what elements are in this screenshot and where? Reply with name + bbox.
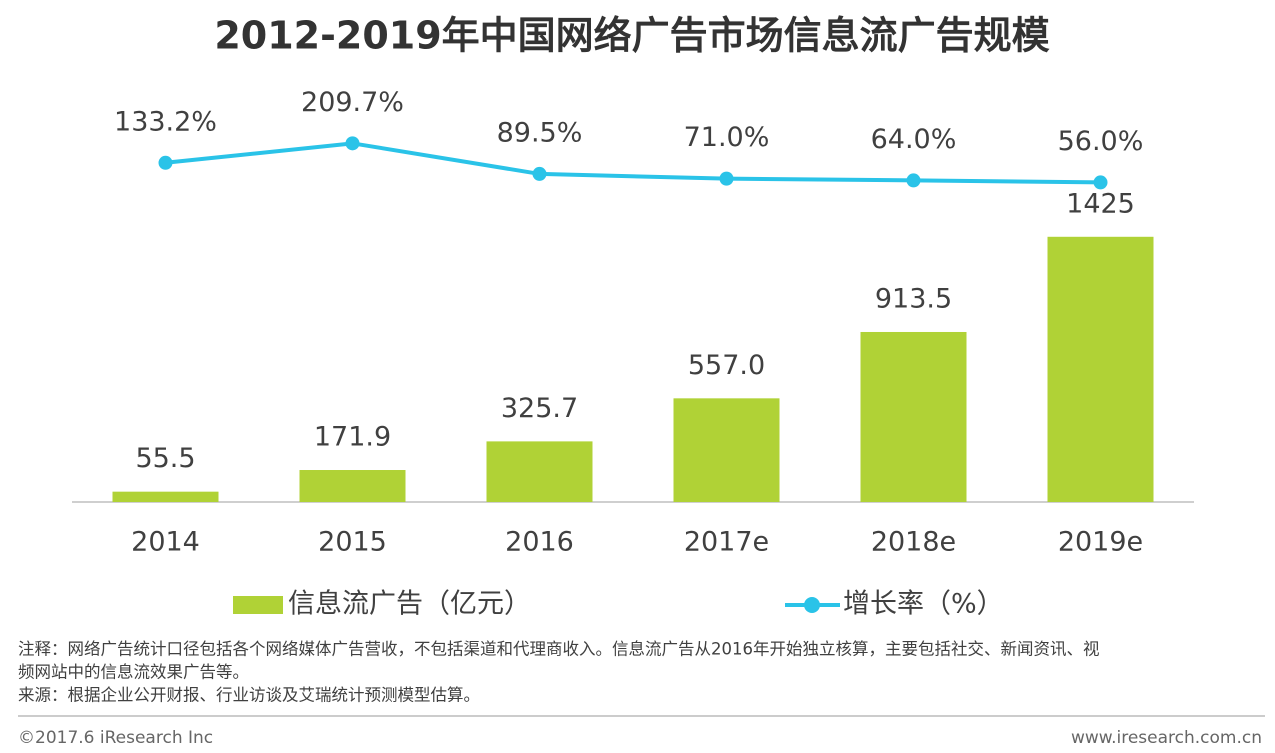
legend-label: 信息流广告（亿元） (288, 589, 531, 620)
legend-swatch (804, 597, 820, 613)
source: 来源：根据企业公开财报、行业访谈及艾瑞统计预测模型估算。 (18, 686, 480, 705)
legend-swatch (233, 596, 283, 614)
point (1093, 175, 1108, 190)
note: 频网站中的信息流效果广告等。 (18, 663, 249, 682)
point (906, 173, 921, 188)
bar-label: 55.5 (135, 443, 195, 474)
x-tick-label: 2015 (318, 527, 387, 558)
copyright: ©2017.6 iResearch Inc (18, 728, 213, 748)
point-label: 89.5% (497, 117, 583, 148)
x-tick-label: 2018e (871, 527, 956, 558)
point (158, 155, 173, 170)
website: www.iresearch.com.cn (1071, 728, 1262, 748)
note: 注释：网络广告统计口径包括各个网络媒体广告营收，不包括渠道和代理商收入。信息流广… (18, 640, 1100, 659)
x-tick-label: 2016 (505, 527, 574, 558)
x-tick-label: 2014 (131, 527, 200, 558)
point-label: 133.2% (114, 106, 217, 137)
x-tick-label: 2017e (684, 527, 769, 558)
x-tick-label: 2019e (1058, 527, 1143, 558)
bar-label: 325.7 (501, 393, 578, 424)
bar-label: 557.0 (688, 350, 765, 381)
bar (112, 491, 219, 502)
bar (486, 441, 593, 502)
point-label: 64.0% (871, 124, 957, 155)
point-label: 209.7% (301, 87, 404, 118)
bar-label: 1425 (1066, 188, 1135, 219)
bar (860, 331, 967, 502)
bar (673, 398, 780, 502)
point-label: 71.0% (684, 122, 770, 153)
point (532, 166, 547, 181)
bar (1047, 236, 1154, 502)
point (345, 136, 360, 151)
bar-label: 171.9 (314, 422, 391, 453)
legend-label: 增长率（%） (843, 589, 1004, 620)
point (719, 171, 734, 186)
chart-title: 2012-2019年中国网络广告市场信息流广告规模 (214, 14, 1049, 58)
point-label: 56.0% (1058, 126, 1144, 157)
bar (299, 470, 406, 502)
bar-label: 913.5 (875, 283, 952, 314)
line (165, 141, 1101, 185)
